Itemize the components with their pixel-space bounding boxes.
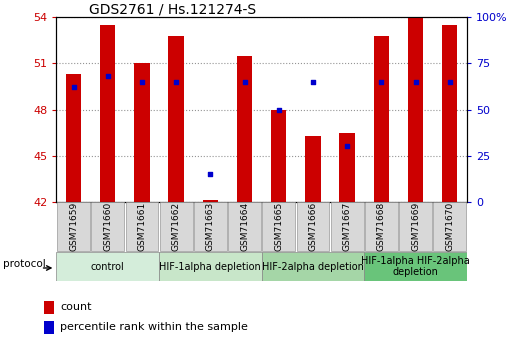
Point [104, 73, 112, 79]
Text: HIF-2alpha depletion: HIF-2alpha depletion [262, 262, 364, 272]
Text: HIF-1alpha depletion: HIF-1alpha depletion [160, 262, 261, 272]
Bar [44, 301, 54, 314]
Bar [305, 136, 321, 202]
Bar [340, 132, 355, 202]
FancyBboxPatch shape [91, 202, 124, 252]
Bar [203, 200, 218, 202]
Point [446, 79, 454, 85]
Text: GSM71663: GSM71663 [206, 202, 215, 252]
FancyBboxPatch shape [399, 202, 432, 252]
Point [206, 171, 214, 177]
Point [172, 79, 180, 85]
Point [377, 79, 385, 85]
Bar [271, 110, 286, 202]
Bar [168, 36, 184, 202]
Bar [373, 36, 389, 202]
Bar [134, 63, 150, 202]
FancyBboxPatch shape [433, 202, 466, 252]
FancyBboxPatch shape [331, 202, 364, 252]
Text: percentile rank within the sample: percentile rank within the sample [61, 322, 248, 332]
Text: GSM71665: GSM71665 [274, 202, 283, 252]
Text: GSM71666: GSM71666 [308, 202, 318, 252]
Text: GSM71664: GSM71664 [240, 202, 249, 252]
Text: control: control [91, 262, 125, 272]
Bar [442, 25, 458, 202]
Point [69, 85, 77, 90]
Text: GSM71662: GSM71662 [172, 202, 181, 252]
Text: GSM71669: GSM71669 [411, 202, 420, 252]
Point [411, 79, 420, 85]
Text: GSM71661: GSM71661 [137, 202, 146, 252]
Point [309, 79, 317, 85]
Text: GSM71670: GSM71670 [445, 202, 454, 252]
Text: protocol: protocol [3, 259, 46, 268]
FancyBboxPatch shape [365, 202, 398, 252]
Point [343, 144, 351, 149]
Point [274, 107, 283, 112]
FancyBboxPatch shape [160, 202, 192, 252]
FancyBboxPatch shape [56, 253, 159, 280]
FancyBboxPatch shape [364, 253, 467, 280]
FancyBboxPatch shape [262, 202, 295, 252]
Bar [408, 17, 423, 202]
FancyBboxPatch shape [194, 202, 227, 252]
Text: GSM71668: GSM71668 [377, 202, 386, 252]
Text: count: count [61, 303, 92, 313]
Text: GSM71667: GSM71667 [343, 202, 351, 252]
Bar [237, 56, 252, 202]
Text: GSM71660: GSM71660 [103, 202, 112, 252]
Bar [66, 74, 81, 202]
FancyBboxPatch shape [159, 253, 262, 280]
FancyBboxPatch shape [126, 202, 159, 252]
FancyBboxPatch shape [228, 202, 261, 252]
FancyBboxPatch shape [57, 202, 90, 252]
Point [241, 79, 249, 85]
Text: HIF-1alpha HIF-2alpha
depletion: HIF-1alpha HIF-2alpha depletion [361, 256, 470, 277]
Text: GSM71659: GSM71659 [69, 202, 78, 252]
Bar [100, 25, 115, 202]
FancyBboxPatch shape [297, 202, 329, 252]
Point [138, 79, 146, 85]
FancyBboxPatch shape [262, 253, 364, 280]
Bar [44, 321, 54, 334]
Text: GDS2761 / Hs.121274-S: GDS2761 / Hs.121274-S [89, 2, 256, 16]
